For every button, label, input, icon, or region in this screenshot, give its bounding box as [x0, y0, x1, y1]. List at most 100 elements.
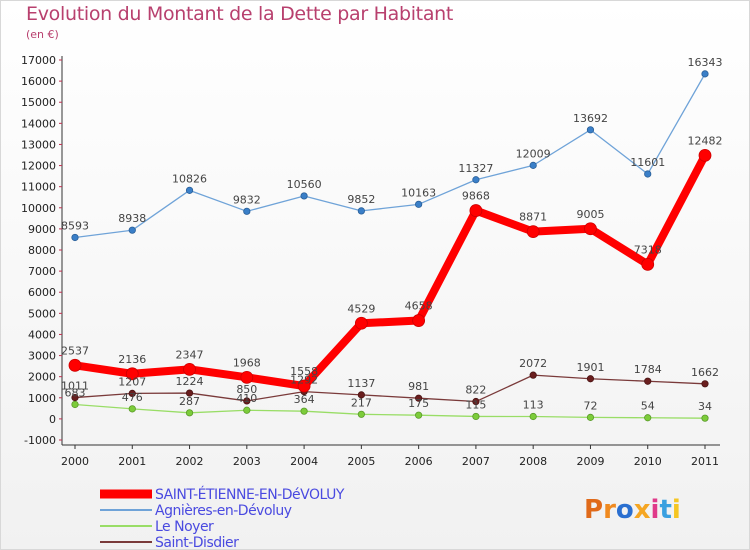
x-tick-label: 2008: [519, 455, 547, 468]
x-tick-label: 2010: [634, 455, 662, 468]
legend-label: Le Noyer: [155, 519, 214, 535]
data-label: 8871: [519, 211, 547, 224]
y-tick-label: 13000: [21, 138, 56, 151]
y-tick-label: 9000: [28, 223, 56, 236]
data-point: [529, 161, 537, 169]
series-line-1: [74, 73, 706, 239]
data-point: [472, 412, 480, 421]
data-point: [185, 389, 194, 397]
y-tick-label: 3000: [28, 350, 56, 363]
y-tick-label: 1000: [28, 392, 56, 405]
data-point: [641, 257, 655, 271]
data-label: 11327: [458, 162, 493, 175]
data-point: [701, 380, 709, 388]
x-tick-label: 2005: [347, 455, 375, 468]
data-label: 1784: [634, 363, 662, 376]
chart-subtitle: (en €): [26, 28, 59, 41]
x-tick-label: 2011: [691, 455, 719, 468]
data-label: 9868: [462, 190, 490, 203]
data-label: 12482: [688, 134, 723, 147]
data-label: 1207: [118, 375, 146, 388]
data-label: 9832: [233, 193, 261, 206]
data-point: [644, 414, 652, 422]
x-tick-label: 2003: [233, 455, 261, 468]
data-label: 1558: [290, 365, 318, 378]
data-point: [125, 367, 139, 381]
data-point: [415, 200, 423, 208]
y-tick-label: 8000: [28, 244, 56, 257]
data-point: [701, 414, 709, 422]
x-tick-label: 2006: [405, 455, 433, 468]
data-point: [357, 391, 365, 399]
data-point: [472, 176, 480, 184]
data-label: 2072: [519, 357, 547, 370]
data-point: [128, 226, 136, 234]
data-point: [243, 397, 251, 405]
data-label: 1224: [176, 375, 204, 388]
proxiti-logo: Proxiti: [584, 495, 681, 525]
data-label: 364: [294, 393, 315, 406]
data-point: [357, 207, 365, 215]
data-label: 4658: [405, 300, 433, 313]
series-line-2: [74, 403, 706, 419]
x-tick-label: 2004: [290, 455, 318, 468]
data-point: [68, 358, 82, 372]
data-point: [71, 393, 79, 402]
data-label: 175: [408, 397, 429, 410]
data-point: [412, 314, 426, 327]
y-tick-label: 0: [49, 413, 56, 426]
data-point: [526, 225, 540, 239]
data-label: 115: [465, 398, 486, 411]
data-point: [469, 204, 483, 217]
data-label: 822: [465, 384, 486, 397]
y-tick-label: 16000: [21, 75, 56, 88]
chart-title: Evolution du Montant de la Dette par Hab…: [26, 3, 454, 25]
data-label: 13692: [573, 112, 608, 125]
series-line-3: [74, 374, 706, 403]
data-label: 10826: [172, 172, 207, 185]
data-point: [472, 397, 480, 406]
data-point: [415, 394, 423, 402]
data-label: 10560: [287, 178, 322, 191]
y-tick-label: 17000: [21, 54, 56, 67]
data-label: 72: [583, 399, 597, 412]
data-point: [128, 405, 136, 413]
data-point: [71, 233, 79, 242]
data-label: 981: [408, 380, 429, 393]
data-label: 1968: [233, 356, 261, 369]
y-tick-label: 11000: [21, 181, 56, 194]
data-label: 683: [65, 386, 86, 399]
data-label: 9852: [347, 193, 375, 206]
data-label: 54: [641, 400, 655, 413]
legend-label: SAINT-ÉTIENNE-EN-DéVOLUY: [155, 486, 345, 503]
data-label: 2347: [176, 348, 204, 361]
data-label: 217: [351, 396, 372, 409]
legend-label: Saint-Disdier: [155, 535, 239, 550]
data-label: 8938: [118, 212, 146, 225]
data-point: [354, 316, 368, 330]
data-point: [297, 379, 311, 393]
data-label: 8593: [61, 219, 89, 232]
y-tick-label: 12000: [21, 160, 56, 173]
data-point: [128, 389, 136, 398]
data-point: [415, 411, 423, 419]
data-point: [71, 400, 79, 409]
data-label: 2537: [61, 344, 89, 357]
data-point: [240, 370, 254, 384]
y-tick-label: -1000: [24, 434, 56, 447]
x-tick-label: 2007: [462, 455, 490, 468]
data-label: 9005: [576, 208, 604, 221]
data-label: 1662: [691, 366, 719, 379]
data-label: 287: [179, 395, 200, 408]
data-point: [357, 410, 365, 418]
data-point: [586, 375, 595, 383]
y-tick-label: 7000: [28, 265, 56, 278]
y-tick-label: 5000: [28, 307, 56, 320]
data-label: 476: [122, 391, 143, 404]
data-label: 10163: [401, 186, 436, 199]
x-tick-label: 2000: [61, 455, 89, 468]
y-tick-label: 10000: [21, 202, 56, 215]
data-point: [185, 186, 194, 194]
